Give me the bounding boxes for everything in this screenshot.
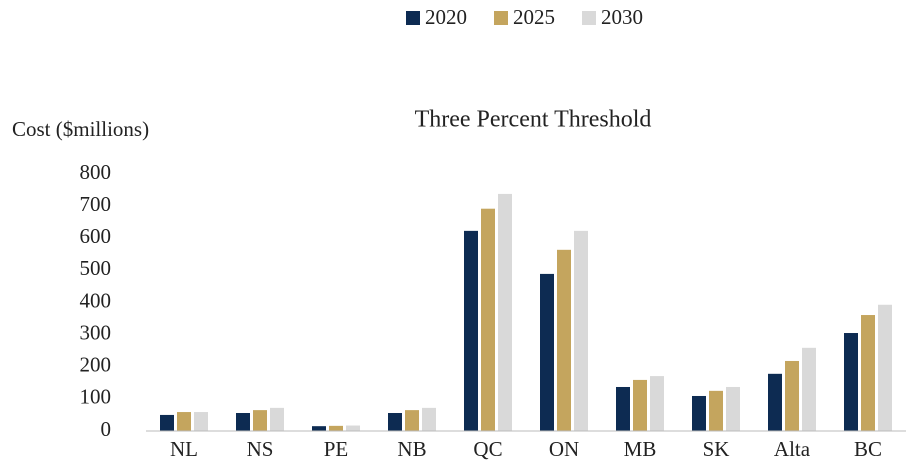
bar — [802, 347, 816, 431]
y-tick-label: 300 — [80, 320, 112, 344]
bar — [726, 386, 740, 431]
x-tick-label: PE — [324, 437, 349, 461]
bar — [270, 407, 284, 431]
x-tick-label: NS — [247, 437, 274, 461]
legend-label: 2030 — [601, 5, 643, 29]
x-tick-label: MB — [624, 437, 657, 461]
y-tick-label: 400 — [80, 288, 112, 312]
y-axis-label: Cost ($millions) — [12, 117, 149, 141]
bar — [160, 414, 174, 431]
bar — [422, 407, 436, 431]
bar — [464, 230, 478, 431]
bar — [844, 333, 858, 431]
x-tick-label: ON — [549, 437, 579, 461]
x-tick-label: QC — [473, 437, 502, 461]
bar — [650, 376, 664, 431]
bar — [768, 373, 782, 431]
bar — [236, 413, 250, 431]
y-tick-label: 500 — [80, 256, 112, 280]
bar — [633, 379, 647, 431]
y-tick-label: 100 — [80, 385, 112, 409]
bar — [312, 426, 326, 431]
bar — [540, 273, 554, 431]
x-tick-label: NL — [170, 437, 198, 461]
legend-label: 2020 — [425, 5, 467, 29]
bar — [194, 412, 208, 431]
y-tick-label: 700 — [80, 192, 112, 216]
x-tick-label: SK — [703, 437, 730, 461]
legend-label: 2025 — [513, 5, 555, 29]
chart-title: Three Percent Threshold — [415, 107, 652, 133]
x-tick-label: BC — [854, 437, 882, 461]
bar — [878, 304, 892, 431]
legend-swatch — [406, 11, 420, 25]
legend-swatch — [582, 11, 596, 25]
bar — [785, 360, 799, 431]
bar — [692, 395, 706, 431]
legend-swatch — [494, 11, 508, 25]
bar — [616, 386, 630, 431]
bar — [709, 390, 723, 431]
bar — [329, 425, 343, 431]
bar — [405, 410, 419, 431]
bar — [346, 425, 360, 431]
bar — [177, 412, 191, 431]
x-tick-label: NB — [397, 437, 426, 461]
bar — [498, 193, 512, 431]
y-tick-label: 600 — [80, 224, 112, 248]
y-tick-label: 800 — [80, 160, 112, 184]
y-tick-label: 0 — [101, 417, 112, 441]
bar — [481, 208, 495, 431]
y-tick-label: 200 — [80, 353, 112, 377]
bar — [388, 413, 402, 431]
bar — [574, 230, 588, 431]
bar — [861, 315, 875, 431]
bar — [253, 410, 267, 431]
x-tick-label: Alta — [774, 437, 811, 461]
bar — [557, 249, 571, 431]
